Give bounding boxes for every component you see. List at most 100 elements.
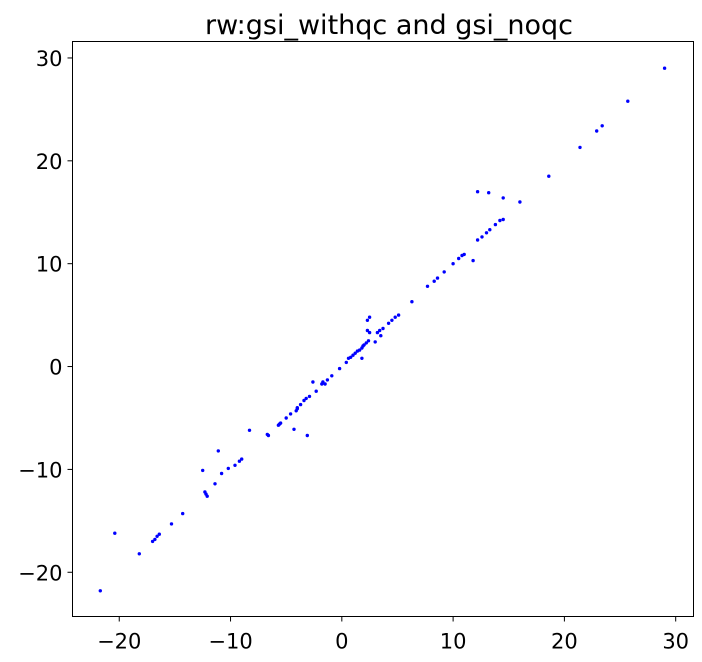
- scatter-point: [349, 355, 353, 359]
- y-axis: −20 −10 0 10 20 30: [18, 47, 73, 585]
- scatter-point: [305, 433, 309, 438]
- scatter-point: [226, 466, 230, 471]
- scatter-point: [292, 427, 296, 431]
- scatter-point: [396, 313, 401, 317]
- scatter-point: [216, 449, 220, 453]
- scatter-point: [475, 190, 480, 194]
- scatter-point: [337, 366, 342, 371]
- y-tick-label: −20: [18, 561, 62, 585]
- scatter-point: [307, 394, 312, 399]
- scatter-point: [201, 468, 205, 473]
- scatter-point: [480, 235, 484, 239]
- scatter-point: [378, 328, 382, 333]
- scatter-point: [357, 348, 362, 352]
- scatter-point: [475, 238, 480, 242]
- scatter-point: [219, 471, 224, 476]
- scatter-point: [213, 482, 217, 486]
- scatter-point: [304, 396, 308, 401]
- scatter-point: [240, 457, 244, 461]
- scatter-point: [435, 276, 440, 280]
- scatter-point: [98, 589, 103, 593]
- scatter-point: [471, 258, 475, 263]
- scatter-point: [323, 382, 327, 386]
- scatter-point: [547, 174, 551, 178]
- scatter-point: [578, 145, 582, 150]
- scatter-point: [353, 351, 357, 355]
- scatter-point: [362, 343, 366, 347]
- y-tick-label: −10: [18, 458, 62, 482]
- plot-area-frame: [72, 41, 694, 617]
- scatter-point: [284, 416, 288, 420]
- scatter-point: [153, 537, 157, 542]
- scatter-point: [390, 318, 394, 322]
- scatter-point: [462, 252, 466, 257]
- scatter-point: [595, 129, 599, 133]
- scatter-point: [298, 402, 303, 407]
- scatter-point: [442, 270, 446, 274]
- scatter-point: [367, 315, 372, 319]
- scatter-point: [386, 321, 391, 325]
- scatter-point: [451, 262, 455, 266]
- scatter-point: [360, 356, 364, 360]
- scatter-point: [330, 374, 334, 378]
- x-tick-label: −10: [208, 630, 252, 654]
- scatter-point: [344, 360, 348, 365]
- scatter-point: [150, 539, 155, 544]
- scatter-point: [484, 231, 489, 235]
- scatter-point: [169, 522, 174, 526]
- scatter-point: [302, 398, 306, 403]
- scatter-point: [493, 222, 498, 227]
- scatter-point: [410, 300, 414, 304]
- x-tick-label: 20: [551, 630, 578, 654]
- scatter-point: [379, 334, 383, 338]
- scatter-point: [501, 217, 505, 222]
- scatter-point: [432, 279, 436, 283]
- scatter-point: [295, 407, 299, 411]
- y-tick-label: 10: [36, 253, 63, 277]
- scatter-point: [487, 191, 491, 195]
- scatter-point: [425, 284, 430, 288]
- scatter-point: [375, 330, 380, 335]
- scatter-point: [662, 66, 667, 70]
- y-tick-label: 30: [36, 47, 63, 71]
- x-tick-label: −20: [97, 630, 141, 654]
- scatter-point: [237, 459, 242, 463]
- x-axis: −20 −10 0 10 20 30: [97, 616, 689, 654]
- x-tick-label: 10: [440, 630, 467, 654]
- x-tick-label: 30: [662, 630, 689, 654]
- scatter-point: [321, 380, 325, 384]
- scatter-point: [393, 315, 397, 319]
- scatter-point: [157, 532, 161, 536]
- scatter-point: [205, 494, 209, 498]
- scatter-point: [498, 218, 502, 223]
- scatter-point: [501, 196, 505, 200]
- scatter-point: [325, 378, 330, 382]
- scatter-point: [365, 318, 370, 322]
- y-tick-label: 0: [49, 356, 62, 380]
- scatter-point: [247, 428, 252, 432]
- scatter-point: [137, 552, 141, 556]
- scatter-point: [381, 326, 385, 331]
- scatter-point: [365, 328, 370, 333]
- scatter-point: [457, 256, 461, 261]
- scatter-points: [98, 66, 667, 593]
- scatter-point: [373, 340, 377, 344]
- scatter-point: [366, 339, 371, 343]
- x-tick-label: 0: [335, 630, 348, 654]
- scatter-point: [266, 433, 271, 438]
- scatter-point: [311, 380, 315, 384]
- scatter-point: [233, 463, 237, 467]
- scatter-point: [367, 330, 372, 335]
- scatter-point: [351, 353, 355, 357]
- scatter-point: [155, 534, 159, 538]
- scatter-point: [364, 341, 368, 345]
- scatter-point: [288, 412, 293, 416]
- scatter-point: [518, 200, 522, 204]
- scatter-point: [314, 389, 318, 393]
- chart-title: rw:gsi_withqc and gsi_noqc: [205, 10, 573, 41]
- scatter-point: [488, 228, 492, 232]
- scatter-point: [626, 99, 630, 103]
- scatter-point: [113, 531, 117, 535]
- scatter-point: [181, 511, 185, 516]
